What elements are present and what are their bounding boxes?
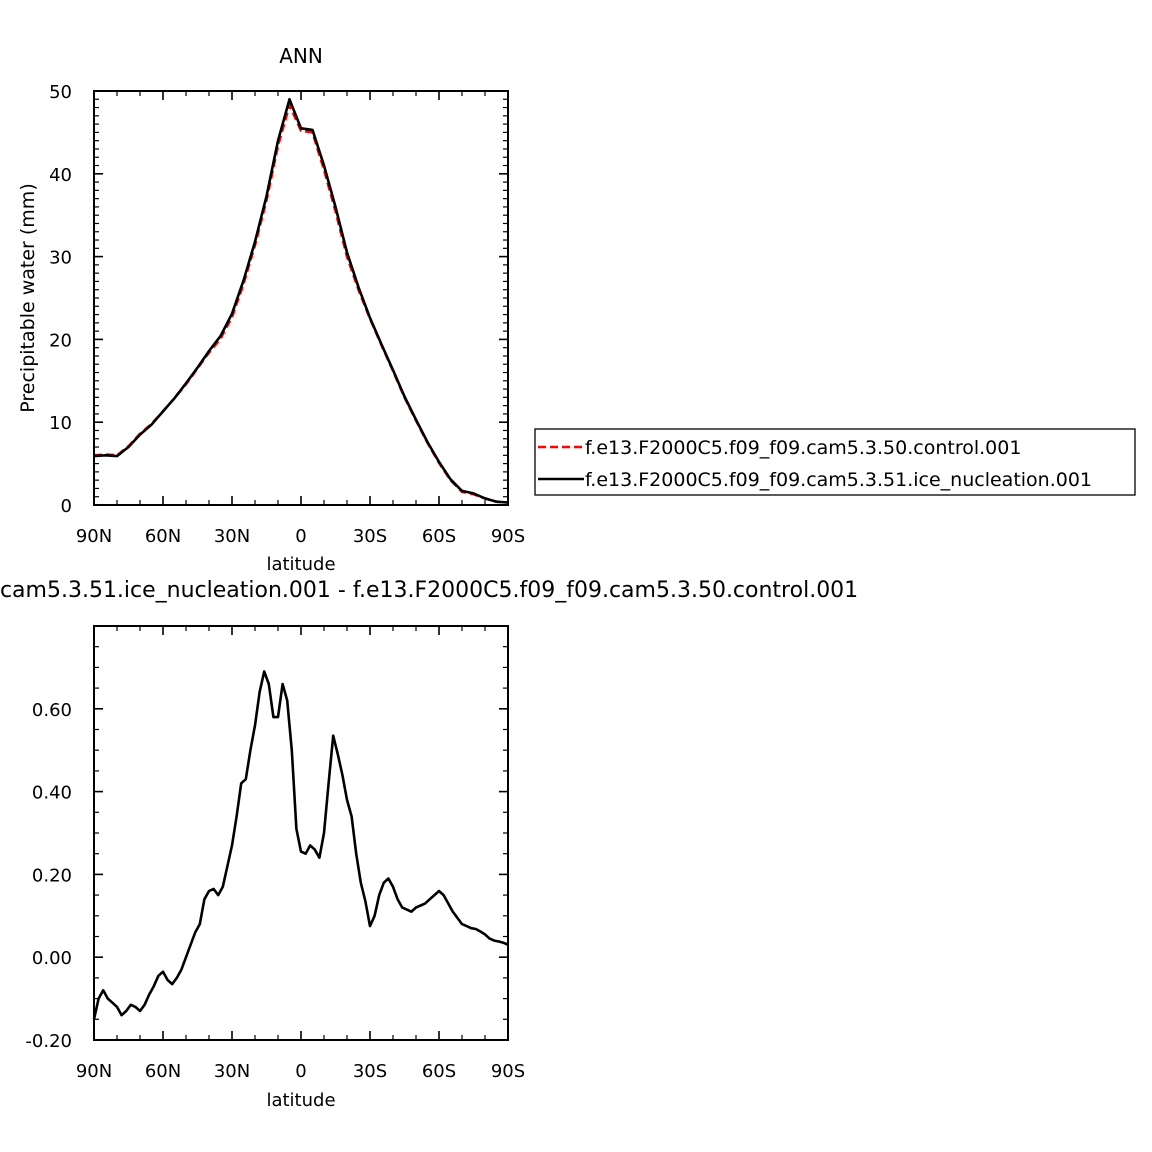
bottom-y-tick-label: 0.00 [32, 948, 72, 969]
bottom-y-tick-label: -0.20 [25, 1031, 72, 1052]
top-chart-title: ANN [279, 44, 323, 68]
bottom-panel: f.e13.F2000C5.f09_f09.cam5.3.51.ice_nucl… [0, 578, 858, 1111]
bottom-x-tick-label: 90N [76, 1061, 112, 1082]
bottom-x-tick-label: 0 [295, 1061, 306, 1082]
legend-box [534, 428, 1136, 496]
top-y-tick-label: 10 [49, 413, 72, 434]
top-x-tick-label: 0 [295, 526, 306, 547]
top-y-tick-label: 30 [49, 248, 72, 269]
bottom-chart-title: f.e13.F2000C5.f09_f09.cam5.3.51.ice_nucl… [0, 578, 858, 603]
top-y-tick-label: 50 [49, 82, 72, 103]
top-x-axis-label: latitude [266, 554, 335, 575]
bottom-series-lines [92, 670, 509, 1020]
top-x-tick-label: 30S [353, 526, 387, 547]
top-series-line-1 [93, 98, 509, 504]
legend-label-control: f.e13.F2000C5.f09_f09.cam5.3.50.control.… [585, 437, 1021, 459]
bottom-x-tick-label: 90S [491, 1061, 525, 1082]
top-y-axis-label: Precipitable water (mm) [17, 183, 39, 412]
bottom-y-tick-label: 0.60 [32, 700, 72, 721]
bottom-x-tick-label: 60N [145, 1061, 181, 1082]
bottom-tick-labels: 90N 60N 30N 0 30S 60S 90S -0.20 0.00 0.20 0.40 0.60 [25, 700, 525, 1082]
top-series-lines [93, 98, 509, 504]
bottom-y-tick-label: 0.20 [32, 865, 72, 886]
bottom-x-axis-label: latitude [266, 1090, 335, 1111]
top-x-tick-label: 90N [76, 526, 112, 547]
top-y-tick-label: 20 [49, 330, 72, 351]
top-series-line-0 [93, 103, 509, 504]
top-y-tick-label: 0 [61, 496, 72, 517]
top-x-tick-label: 60S [422, 526, 456, 547]
legend-label-ice-nucleation: f.e13.F2000C5.f09_f09.cam5.3.51.ice_nucl… [585, 469, 1092, 491]
top-x-tick-label: 60N [145, 526, 181, 547]
bottom-series-line-0 [92, 670, 509, 1020]
bottom-plot-frame [93, 625, 509, 1041]
legend: f.e13.F2000C5.f09_f09.cam5.3.50.control.… [534, 428, 1136, 496]
bottom-x-tick-label: 30N [214, 1061, 250, 1082]
top-panel: ANN Precipitable water (mm) latitude 90N… [17, 44, 525, 575]
top-x-tick-label: 30N [214, 526, 250, 547]
top-plot-frame [93, 90, 509, 506]
bottom-x-tick-label: 60S [422, 1061, 456, 1082]
top-axis-ticks [93, 90, 509, 506]
top-tick-labels: 90N 60N 30N 0 30S 60S 90S 0 10 20 30 40 50 [49, 82, 525, 547]
bottom-x-tick-label: 30S [353, 1061, 387, 1082]
bottom-y-tick-label: 0.40 [32, 783, 72, 804]
top-x-tick-label: 90S [491, 526, 525, 547]
top-y-tick-label: 40 [49, 165, 72, 186]
